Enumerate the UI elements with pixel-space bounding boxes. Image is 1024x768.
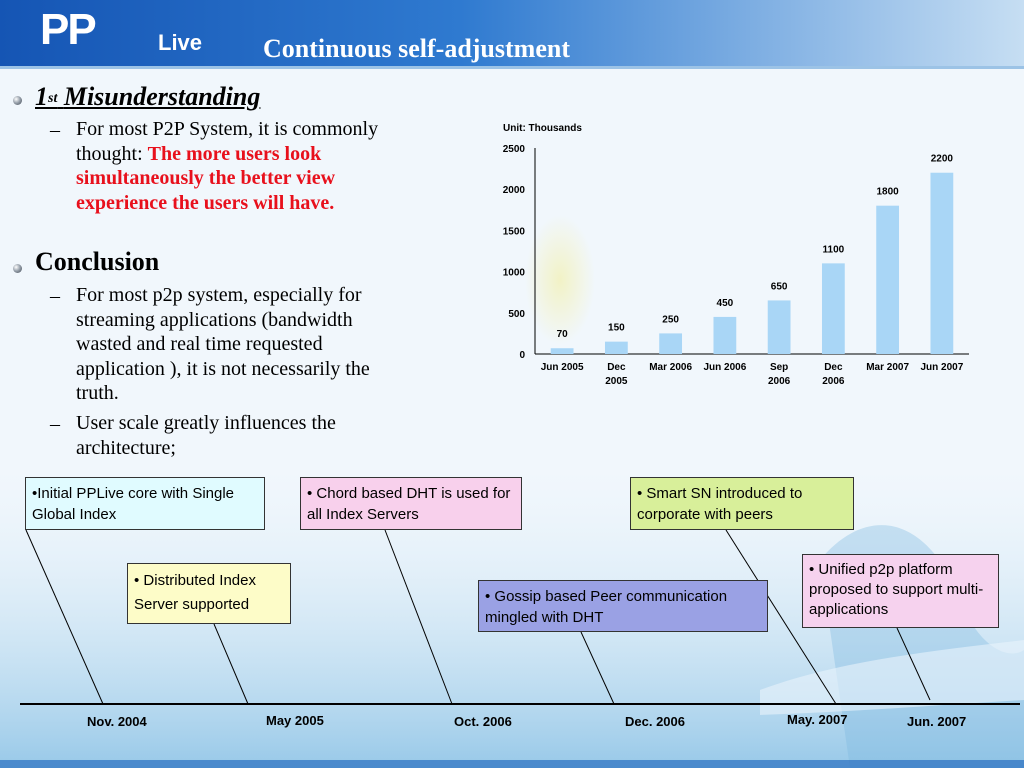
data-label: 1800 [877, 187, 900, 198]
milestone-box-chord-dht: • Chord based DHT is used for all Index … [300, 477, 522, 530]
bar [659, 333, 683, 354]
connector-line [384, 529, 453, 705]
bar [604, 341, 628, 354]
data-label: 650 [771, 281, 788, 292]
milestone-text: • Chord based DHT is used for all Index … [307, 485, 511, 523]
conclusion-detail-2: User scale greatly influences the archit… [76, 412, 336, 459]
timeline-date: Dec. 2006 [625, 714, 685, 729]
x-tick-label: Dec 2006 [822, 362, 845, 387]
dash-marker: – [50, 119, 60, 141]
timeline-date: Jun. 2007 [907, 714, 967, 729]
connector-line [213, 623, 249, 705]
chart-unit-label: Unit: Thousands [503, 123, 582, 134]
milestone-text: • Unified p2p platform proposed to suppo… [809, 561, 984, 618]
timeline-date: May 2005 [266, 713, 324, 728]
milestone-text: • Smart SN introduced to corporate with … [637, 485, 803, 523]
connector-line [580, 631, 615, 705]
milestone-box-smart-sn: • Smart SN introduced to corporate with … [630, 477, 854, 530]
bar [550, 348, 574, 354]
conclusion-detail-1: For most p2p system, especially for stre… [76, 284, 370, 404]
dash-marker: – [50, 285, 60, 307]
misunderstanding-detail: For most P2P System, it is commonly thou… [76, 117, 406, 215]
x-tick-label: Sep 2006 [768, 362, 791, 387]
milestone-box-distributed-index: • Distributed Index Server supported [127, 563, 291, 624]
x-tick-label: Mar 2006 [649, 362, 692, 373]
connector-line [25, 529, 104, 705]
data-label: 70 [557, 329, 569, 340]
x-tick-label: Jun 2006 [703, 362, 746, 373]
x-tick-label: Mar 2007 [866, 362, 909, 373]
data-label: 2200 [931, 154, 954, 165]
connector-line [725, 529, 837, 705]
y-tick-label: 1000 [503, 268, 526, 279]
bar [821, 263, 845, 354]
logo-text: Live [158, 30, 203, 55]
milestone-box-initial-core: •Initial PPLive core with Single Global … [25, 477, 265, 530]
data-label: 250 [662, 314, 679, 325]
x-tick-label: Dec 2005 [605, 362, 628, 387]
y-tick-label: 2000 [503, 185, 526, 196]
misunderstanding-highlight: The more users look simultaneously the b… [76, 142, 336, 214]
milestone-box-gossip: • Gossip based Peer communication mingle… [478, 580, 768, 632]
connector-line [896, 627, 931, 701]
y-tick-label: 1500 [503, 226, 526, 237]
misunderstanding-text: For most P2P System, it is commonly thou… [76, 118, 379, 165]
x-tick-label: Jun 2005 [541, 362, 584, 373]
y-tick-label: 0 [519, 350, 525, 361]
heading-superscript: st [48, 91, 58, 106]
data-label: 1100 [823, 244, 845, 255]
bar [930, 172, 954, 354]
heading-conclusion: Conclusion [35, 247, 160, 276]
timeline-date: May. 2007 [787, 712, 848, 727]
timeline-date: Nov. 2004 [87, 714, 147, 729]
y-tick-label: 2500 [503, 144, 526, 155]
x-tick-label: Jun 2007 [920, 362, 963, 373]
heading-text: Misunderstanding [63, 82, 261, 111]
data-label: 150 [608, 323, 625, 334]
bar [876, 205, 900, 354]
bullet-icon [13, 264, 22, 273]
milestone-text: • Gossip based Peer communication mingle… [485, 588, 728, 626]
y-tick-label: 500 [508, 309, 525, 320]
user-growth-chart: Unit: Thousands 0 500 1000 1500 2000 2500 70 Jun… [503, 123, 969, 387]
timeline-date: Oct. 2006 [454, 714, 512, 729]
heading-misunderstanding: 1st Misunderstanding [35, 82, 260, 112]
slide-title: Continuous self-adjustment [263, 34, 570, 63]
data-label: 450 [717, 298, 734, 309]
bar [713, 316, 737, 354]
logo-mark: PP [40, 5, 97, 54]
bullet-icon [13, 96, 22, 105]
bar [767, 300, 791, 354]
milestone-box-unified-platform: • Unified p2p platform proposed to suppo… [802, 554, 999, 628]
heading-number: 1 [35, 82, 48, 111]
dash-marker: – [50, 413, 60, 435]
milestone-text: •Initial PPLive core with Single Global … [32, 485, 235, 523]
milestone-text: • Distributed Index Server supported [134, 572, 256, 613]
